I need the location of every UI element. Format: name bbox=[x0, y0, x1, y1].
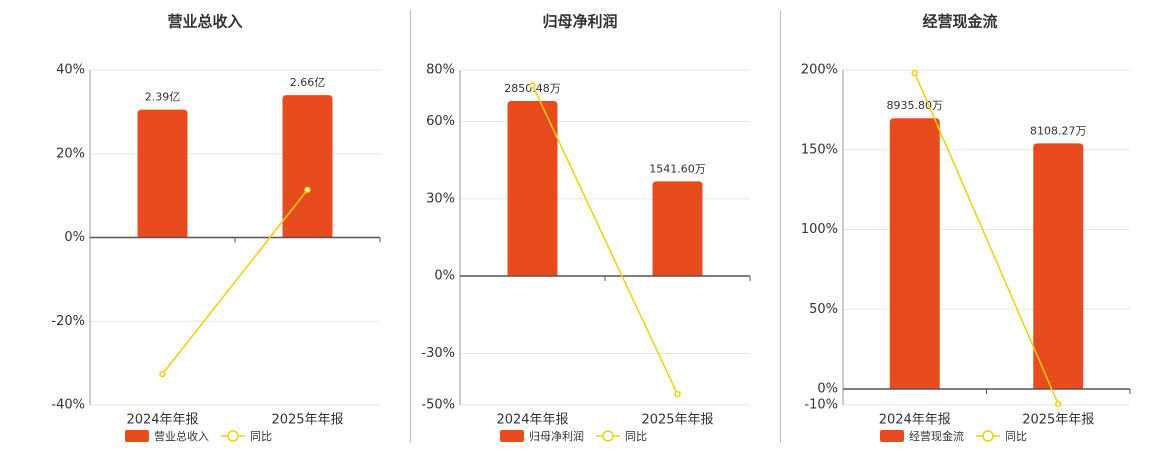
y-tick-label: -20% bbox=[51, 314, 85, 329]
x-tick-label: 2024年年报 bbox=[496, 413, 568, 428]
value-label: 8108.27万 bbox=[1030, 124, 1087, 137]
yoy-line bbox=[914, 72, 1059, 405]
y-tick-label: 60% bbox=[426, 114, 455, 129]
legend-label: 归母净利润 bbox=[529, 429, 584, 443]
x-tick-label: 2024年年报 bbox=[126, 413, 198, 428]
y-tick-label: -40% bbox=[51, 398, 85, 413]
y-tick-label: 40% bbox=[56, 63, 85, 78]
yoy-marker bbox=[529, 81, 536, 89]
legend-label: 营业总收入 bbox=[154, 429, 209, 443]
x-tick-label: 2025年年报 bbox=[641, 413, 713, 428]
chart-title: 归母净利润 bbox=[542, 13, 617, 31]
y-tick-label: 50% bbox=[809, 302, 838, 317]
bar bbox=[652, 181, 703, 276]
y-tick-label: 150% bbox=[801, 142, 838, 157]
legend-swatch bbox=[227, 430, 239, 442]
bar bbox=[889, 118, 940, 390]
value-label: 2850.48万 bbox=[504, 82, 561, 95]
x-tick-label: 2024年年报 bbox=[879, 413, 951, 428]
y-tick-label: 200% bbox=[801, 63, 838, 78]
yoy-line bbox=[531, 84, 679, 395]
yoy-line bbox=[161, 189, 309, 375]
y-tick-label: 80% bbox=[426, 63, 455, 78]
yoy-marker bbox=[911, 69, 918, 77]
legend-label: 同比 bbox=[250, 430, 272, 443]
chart-title: 经营现金流 bbox=[922, 13, 997, 31]
y-tick-label: 0% bbox=[817, 382, 838, 397]
legend-label: 同比 bbox=[625, 430, 647, 443]
legend-swatch bbox=[500, 430, 524, 442]
y-tick-label: -10% bbox=[804, 398, 838, 413]
value-label: 8935.80万 bbox=[887, 99, 944, 112]
legend-label: 同比 bbox=[1005, 430, 1027, 443]
legend-swatch bbox=[125, 430, 149, 442]
x-tick-label: 2025年年报 bbox=[1022, 413, 1094, 428]
y-tick-label: -50% bbox=[421, 398, 455, 413]
chart-title: 营业总收入 bbox=[167, 13, 242, 31]
legend-swatch bbox=[602, 430, 614, 442]
legend-label: 经营现金流 bbox=[909, 429, 964, 443]
bar bbox=[507, 100, 558, 276]
legend-swatch bbox=[982, 430, 994, 442]
yoy-marker bbox=[304, 186, 311, 194]
x-tick-label: 2025年年报 bbox=[271, 413, 343, 428]
value-label: 1541.60万 bbox=[649, 162, 706, 175]
yoy-marker bbox=[674, 390, 681, 398]
value-label: 2.66亿 bbox=[290, 76, 326, 89]
yoy-marker bbox=[1055, 400, 1062, 408]
y-tick-label: 100% bbox=[801, 222, 838, 237]
value-label: 2.39亿 bbox=[145, 91, 181, 104]
y-tick-label: -30% bbox=[421, 346, 455, 361]
yoy-marker bbox=[159, 370, 166, 378]
y-tick-label: 0% bbox=[64, 230, 85, 245]
bar bbox=[137, 109, 188, 238]
y-tick-label: 30% bbox=[426, 191, 455, 206]
y-tick-label: 20% bbox=[56, 146, 85, 161]
bar bbox=[1033, 143, 1084, 390]
y-tick-label: 0% bbox=[434, 269, 455, 284]
bar bbox=[282, 95, 333, 238]
legend-swatch bbox=[880, 430, 904, 442]
